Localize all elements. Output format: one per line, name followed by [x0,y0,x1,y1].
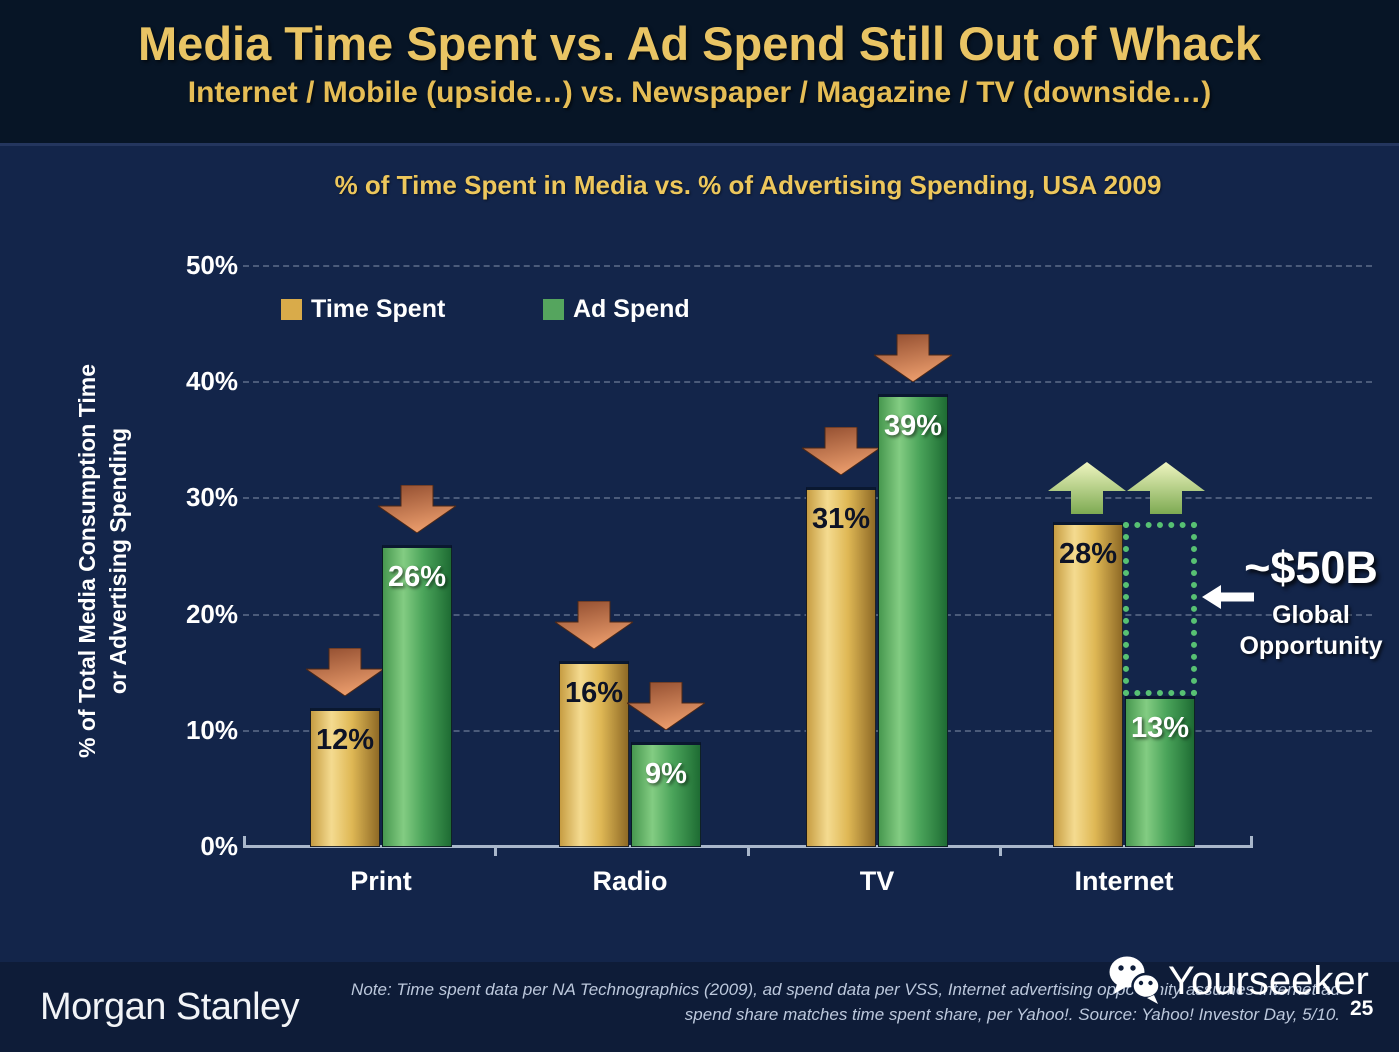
x-axis-tick [999,846,1002,856]
slide-title: Media Time Spent vs. Ad Spend Still Out … [138,17,1261,70]
y-tick-label: 50% [185,250,238,280]
growth-arrow-icon [1127,462,1205,519]
morgan-stanley-logo: Morgan Stanley [40,986,300,1028]
opportunity-label: Global Opportunity [1239,601,1383,660]
ad-spend-bar: 9% [631,742,701,847]
category-label: TV [859,866,895,896]
bar-value-label: 16% [564,677,624,709]
ad-spend-bar: 26% [382,545,452,847]
watermark-text: Yourseeker [1168,959,1369,1003]
time-spent-bar: 28% [1053,522,1123,847]
x-axis-tick [747,846,750,856]
bar-value-label: 13% [1130,712,1190,744]
decline-arrow-icon [625,681,707,735]
watermark: Yourseeker [1104,951,1369,1012]
time-spent-bar: 31% [806,487,876,847]
chart-title: % of Time Spent in Media vs. % of Advert… [334,170,1162,200]
time-spent-bar: 12% [310,708,380,847]
y-tick-label: 40% [185,366,238,396]
category-label: Print [350,866,412,896]
y-gridline [243,381,1372,383]
decline-arrow-icon [304,647,386,701]
decline-arrow-icon [800,426,882,480]
ad-spend-bar: 13% [1125,696,1195,847]
opportunity-gap-box [1123,522,1197,696]
header-band [0,0,1399,143]
decline-arrow-icon [553,600,635,654]
legend-label-time-spent: Time Spent [311,295,446,323]
legend-item-ad-spend: Ad Spend [543,295,690,324]
decline-arrow-icon [376,484,458,538]
slide-subtitle: Internet / Mobile (upside…) vs. Newspape… [187,76,1212,109]
growth-arrow-icon [1048,462,1126,519]
y-tick-label: 20% [185,599,238,629]
x-axis-tick [1250,836,1253,846]
bar-value-label: 39% [883,410,943,442]
bar-value-label: 28% [1058,538,1118,570]
page-number: 25 [1350,997,1374,1020]
x-axis-tick [494,846,497,856]
bar-value-label: 26% [387,561,447,593]
header-divider [0,143,1399,146]
y-gridline [243,265,1372,267]
opportunity-amount: ~$50B [1244,542,1378,593]
x-axis-tick [243,836,246,846]
bar-value-label: 9% [645,758,687,790]
y-tick-label: 0% [200,831,238,861]
ad-spend-bar: 39% [878,394,948,847]
y-axis-title: % of Total Media Consumption Time or Adv… [74,364,131,758]
footer-band [0,962,1399,1052]
opportunity-annotation: ~$50B Global Opportunity [1228,542,1394,662]
wechat-icon [1104,951,1166,1012]
source-note: Note: Time spent data per NA Technograph… [351,980,1340,1024]
bar-value-label: 12% [315,724,375,756]
category-label: Internet [1074,866,1174,896]
category-label: Radio [592,866,668,896]
legend-label-ad-spend: Ad Spend [573,295,690,323]
bar-value-label: 31% [811,503,871,535]
decline-arrow-icon [872,333,954,387]
y-tick-label: 10% [185,715,238,745]
ad-spend-swatch-icon [543,299,564,320]
left-pointer-arrow-icon [1202,582,1254,617]
time-spent-bar: 16% [559,661,629,847]
legend-item-time-spent: Time Spent [281,295,445,324]
y-tick-label: 30% [185,482,238,512]
time-spent-swatch-icon [281,299,302,320]
